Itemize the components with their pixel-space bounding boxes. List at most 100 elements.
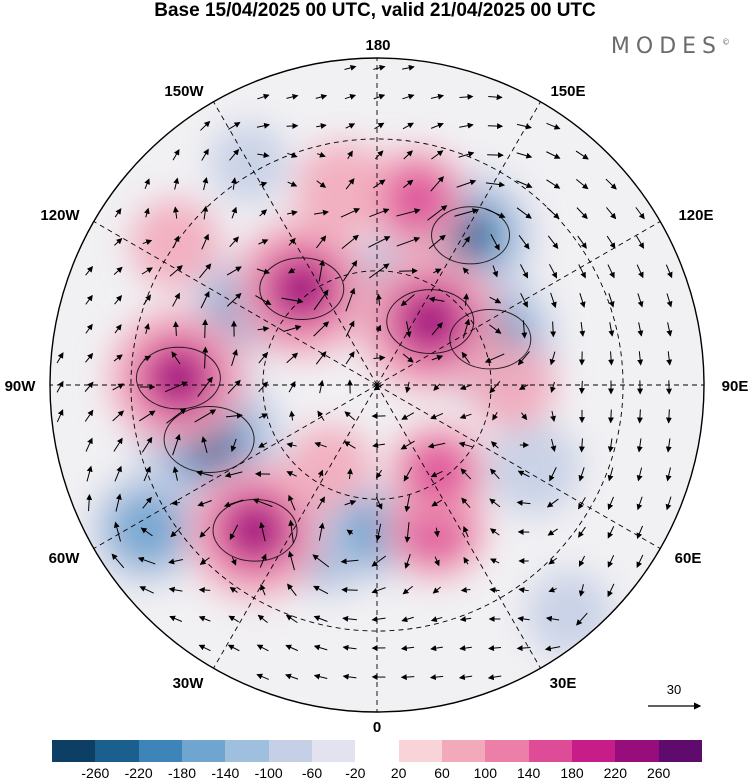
wind-arrow <box>427 442 446 449</box>
wind-arrow <box>576 178 589 190</box>
lon-label-90e: 90E <box>722 378 749 395</box>
wind-arrow <box>285 614 298 624</box>
wind-arrow <box>316 123 327 129</box>
wind-arrow <box>548 586 557 593</box>
wind-arrow <box>111 553 125 569</box>
wind-arrow <box>368 263 390 279</box>
wind-arrow <box>521 412 528 421</box>
wind-arrow <box>172 235 180 248</box>
wind-arrow <box>342 260 358 282</box>
wind-arrow <box>433 527 440 538</box>
wind-arrow <box>402 585 414 595</box>
wind-arrow <box>373 179 386 189</box>
colorbar-cell <box>181 740 226 762</box>
wind-arrow <box>258 381 269 393</box>
wind-arrow <box>578 380 585 395</box>
wind-arrow <box>485 181 506 188</box>
wind-arrow <box>286 122 299 129</box>
wind-arrow <box>430 122 444 129</box>
wind-arrow <box>283 325 302 333</box>
wind-arrow <box>371 587 386 594</box>
wind-arrow <box>201 148 209 161</box>
wind-arrow <box>373 383 384 391</box>
wind-arrow <box>113 266 123 275</box>
wind-arrow <box>143 466 151 482</box>
wind-arrow <box>288 237 296 246</box>
latitude-circle <box>262 270 492 500</box>
wind-arrow <box>635 207 645 220</box>
wind-arrow <box>665 438 672 453</box>
wind-arrow <box>85 352 94 363</box>
wind-arrow <box>259 553 267 568</box>
wind-arrow <box>463 526 469 538</box>
wind-arrow <box>637 322 644 337</box>
wind-arrow <box>459 616 472 623</box>
wind-arrow <box>430 413 444 420</box>
wind-arrow <box>194 409 217 423</box>
wind-arrow <box>286 442 297 448</box>
colorbar-cell <box>225 740 269 762</box>
wind-arrow <box>256 268 271 275</box>
wind-arrow <box>458 151 475 158</box>
wind-arrow <box>520 264 529 279</box>
wind-arrow <box>318 522 325 541</box>
wind-arrow <box>488 94 503 101</box>
wind-arrow <box>487 674 502 681</box>
wind-arrow <box>223 499 244 508</box>
wind-arrow <box>375 324 382 333</box>
wind-arrow <box>516 207 532 219</box>
wind-arrow <box>607 526 615 539</box>
wind-arrow <box>549 351 556 366</box>
wind-arrow <box>430 471 443 478</box>
wind-arrow <box>257 614 268 624</box>
wind-arrow <box>578 555 586 567</box>
wind-arrow <box>489 498 501 508</box>
colorbar-cell <box>52 740 96 762</box>
wind-arrow <box>113 437 123 452</box>
wind-arrow <box>458 441 473 448</box>
wind-arrow <box>84 409 94 422</box>
wind-arrow <box>461 351 471 364</box>
wind-arrow <box>428 234 446 250</box>
wind-arrow <box>112 383 125 391</box>
positive-anomaly-blob <box>294 141 390 237</box>
wind-arrow <box>666 322 673 337</box>
colorbar-tick-label: 220 <box>603 765 628 781</box>
wind-arrow <box>227 379 241 394</box>
wind-arrow <box>434 556 440 567</box>
wind-arrow <box>637 351 644 366</box>
wind-arrow <box>345 178 355 190</box>
wind-arrow <box>492 411 498 421</box>
wind-arrow <box>666 293 673 308</box>
wind-arrow <box>172 321 179 336</box>
wind-arrow <box>345 287 356 312</box>
wind-arrow <box>316 235 327 249</box>
wind-arrow <box>459 645 472 652</box>
lon-label-0: 0 <box>373 719 381 736</box>
colorbar-cell <box>658 740 702 762</box>
wind-arrow <box>577 235 587 249</box>
wind-arrow <box>171 351 181 365</box>
wind-arrow <box>198 263 212 279</box>
colorbar-tick-label: -100 <box>254 765 283 781</box>
wind-arrow <box>56 409 64 423</box>
wind-arrow <box>396 208 421 217</box>
wind-arrow <box>288 267 296 274</box>
wind-arrow <box>430 616 443 622</box>
wind-arrow <box>286 352 299 364</box>
colorbar-tick-label: -20 <box>345 765 366 781</box>
wind-arrow <box>517 470 530 478</box>
wind-arrow <box>487 152 504 159</box>
wind-arrow <box>260 583 266 596</box>
wind-arrow <box>286 471 297 477</box>
lon-label-120e: 120E <box>678 207 713 224</box>
colorbar-cell <box>95 740 139 762</box>
wind-arrow <box>547 235 559 250</box>
wind-arrow <box>375 496 383 510</box>
wind-arrow <box>546 179 561 189</box>
wind-arrow <box>400 645 415 652</box>
colorbar-tick-label: -220 <box>124 765 153 781</box>
wind-arrow <box>231 177 238 190</box>
meridian-line <box>376 384 544 674</box>
lon-label-150w: 150W <box>164 83 204 100</box>
